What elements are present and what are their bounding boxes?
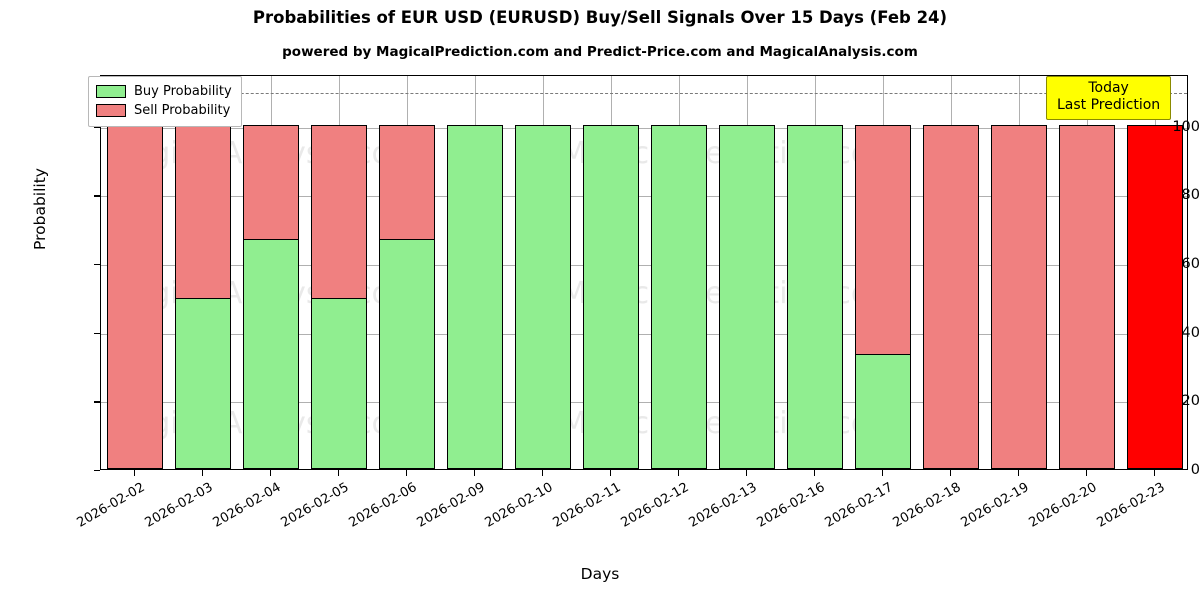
bar-group[interactable] [311,76,367,469]
bar-group[interactable] [243,76,299,469]
bar-group[interactable] [651,76,707,469]
bar-segment-sell[interactable] [243,124,299,241]
bar-segment-buy[interactable] [175,297,231,469]
y-tick-label: 0 [1190,462,1200,478]
x-tick-mark [134,470,136,476]
x-tick-mark [542,470,544,476]
x-tick-mark [882,470,884,476]
y-tick-label: 100 [1172,118,1200,135]
bar-group[interactable] [719,76,775,469]
bar-segment-buy[interactable] [243,239,299,469]
y-tick-label: 40 [1181,324,1200,341]
bar-group[interactable] [175,76,231,469]
bar-segment-buy[interactable] [855,353,911,469]
bar-group[interactable] [379,76,435,469]
bar-group[interactable] [583,76,639,469]
legend: Buy Probability Sell Probability [88,76,242,127]
bar-group[interactable] [787,76,843,469]
x-tick-mark [1154,470,1156,476]
x-tick-mark [678,470,680,476]
x-tick-mark [814,470,816,476]
bar-segment-sell[interactable] [855,124,911,355]
x-tick-mark [406,470,408,476]
gridline-horizontal [101,127,1187,129]
bar-segment-buy[interactable] [379,239,435,469]
bar-segment-sell[interactable] [379,124,435,241]
bar-segment-sell[interactable] [923,124,979,469]
today-line2: Last Prediction [1057,97,1161,114]
bar-segment-sell[interactable] [175,124,231,299]
bar-group[interactable] [923,76,979,469]
plot-area: MagicalAnalysis.comMagicalPrediction.com… [100,75,1188,470]
bar-group[interactable] [447,76,503,469]
gridline-horizontal [101,333,1187,335]
bar-segment-buy[interactable] [719,124,775,469]
x-tick-mark [746,470,748,476]
x-tick-mark [1018,470,1020,476]
y-tick-mark [94,195,100,197]
legend-label-buy: Buy Probability [134,84,232,99]
bar-segment-sell[interactable] [1059,124,1115,469]
legend-swatch-buy-icon [96,85,126,98]
bar-segment-buy[interactable] [787,124,843,469]
x-axis-label: Days [580,565,620,583]
y-axis-label: Probability [31,168,49,250]
page-title: Probabilities of EUR USD (EURUSD) Buy/Se… [252,8,948,27]
x-tick-mark [950,470,952,476]
chart-subtitle: powered by MagicalPrediction.com and Pre… [282,44,918,60]
bar-segment-sell[interactable] [311,124,367,299]
x-tick-mark [270,470,272,476]
x-tick-mark [338,470,340,476]
today-line1: Today [1088,80,1129,96]
bar-segment-today[interactable] [1127,124,1183,469]
bar-segment-sell[interactable] [107,124,163,469]
bar-group[interactable] [1127,76,1183,469]
y-tick-label: 60 [1181,255,1200,272]
y-tick-mark [94,332,100,334]
bar-group[interactable] [515,76,571,469]
legend-label-sell: Sell Probability [134,103,231,118]
x-tick-mark [1086,470,1088,476]
bar-segment-buy[interactable] [651,124,707,469]
today-annotation: Today Last Prediction [1046,76,1172,121]
bar-group[interactable] [1059,76,1115,469]
bar-group[interactable] [991,76,1047,469]
bar-group[interactable] [107,76,163,469]
legend-item-buy[interactable]: Buy Probability [96,82,232,101]
bar-group[interactable] [855,76,911,469]
threshold-line [101,93,1187,95]
y-tick-label: 20 [1181,393,1200,410]
y-tick-mark [94,401,100,403]
x-tick-mark [474,470,476,476]
bar-segment-buy[interactable] [311,297,367,469]
gridline-horizontal [101,196,1187,198]
y-tick-mark [94,470,100,472]
legend-swatch-sell-icon [96,104,126,117]
bar-segment-buy[interactable] [583,124,639,469]
gridline-horizontal [101,402,1187,404]
y-tick-label: 80 [1181,187,1200,204]
x-tick-mark [202,470,204,476]
bar-segment-buy[interactable] [447,124,503,469]
gridline-horizontal [101,264,1187,266]
y-tick-mark [94,263,100,266]
x-tick-mark [610,470,612,476]
legend-item-sell[interactable]: Sell Probability [96,101,232,120]
y-tick-mark [94,126,100,128]
bar-segment-buy[interactable] [515,124,571,469]
bar-segment-sell[interactable] [991,124,1047,469]
